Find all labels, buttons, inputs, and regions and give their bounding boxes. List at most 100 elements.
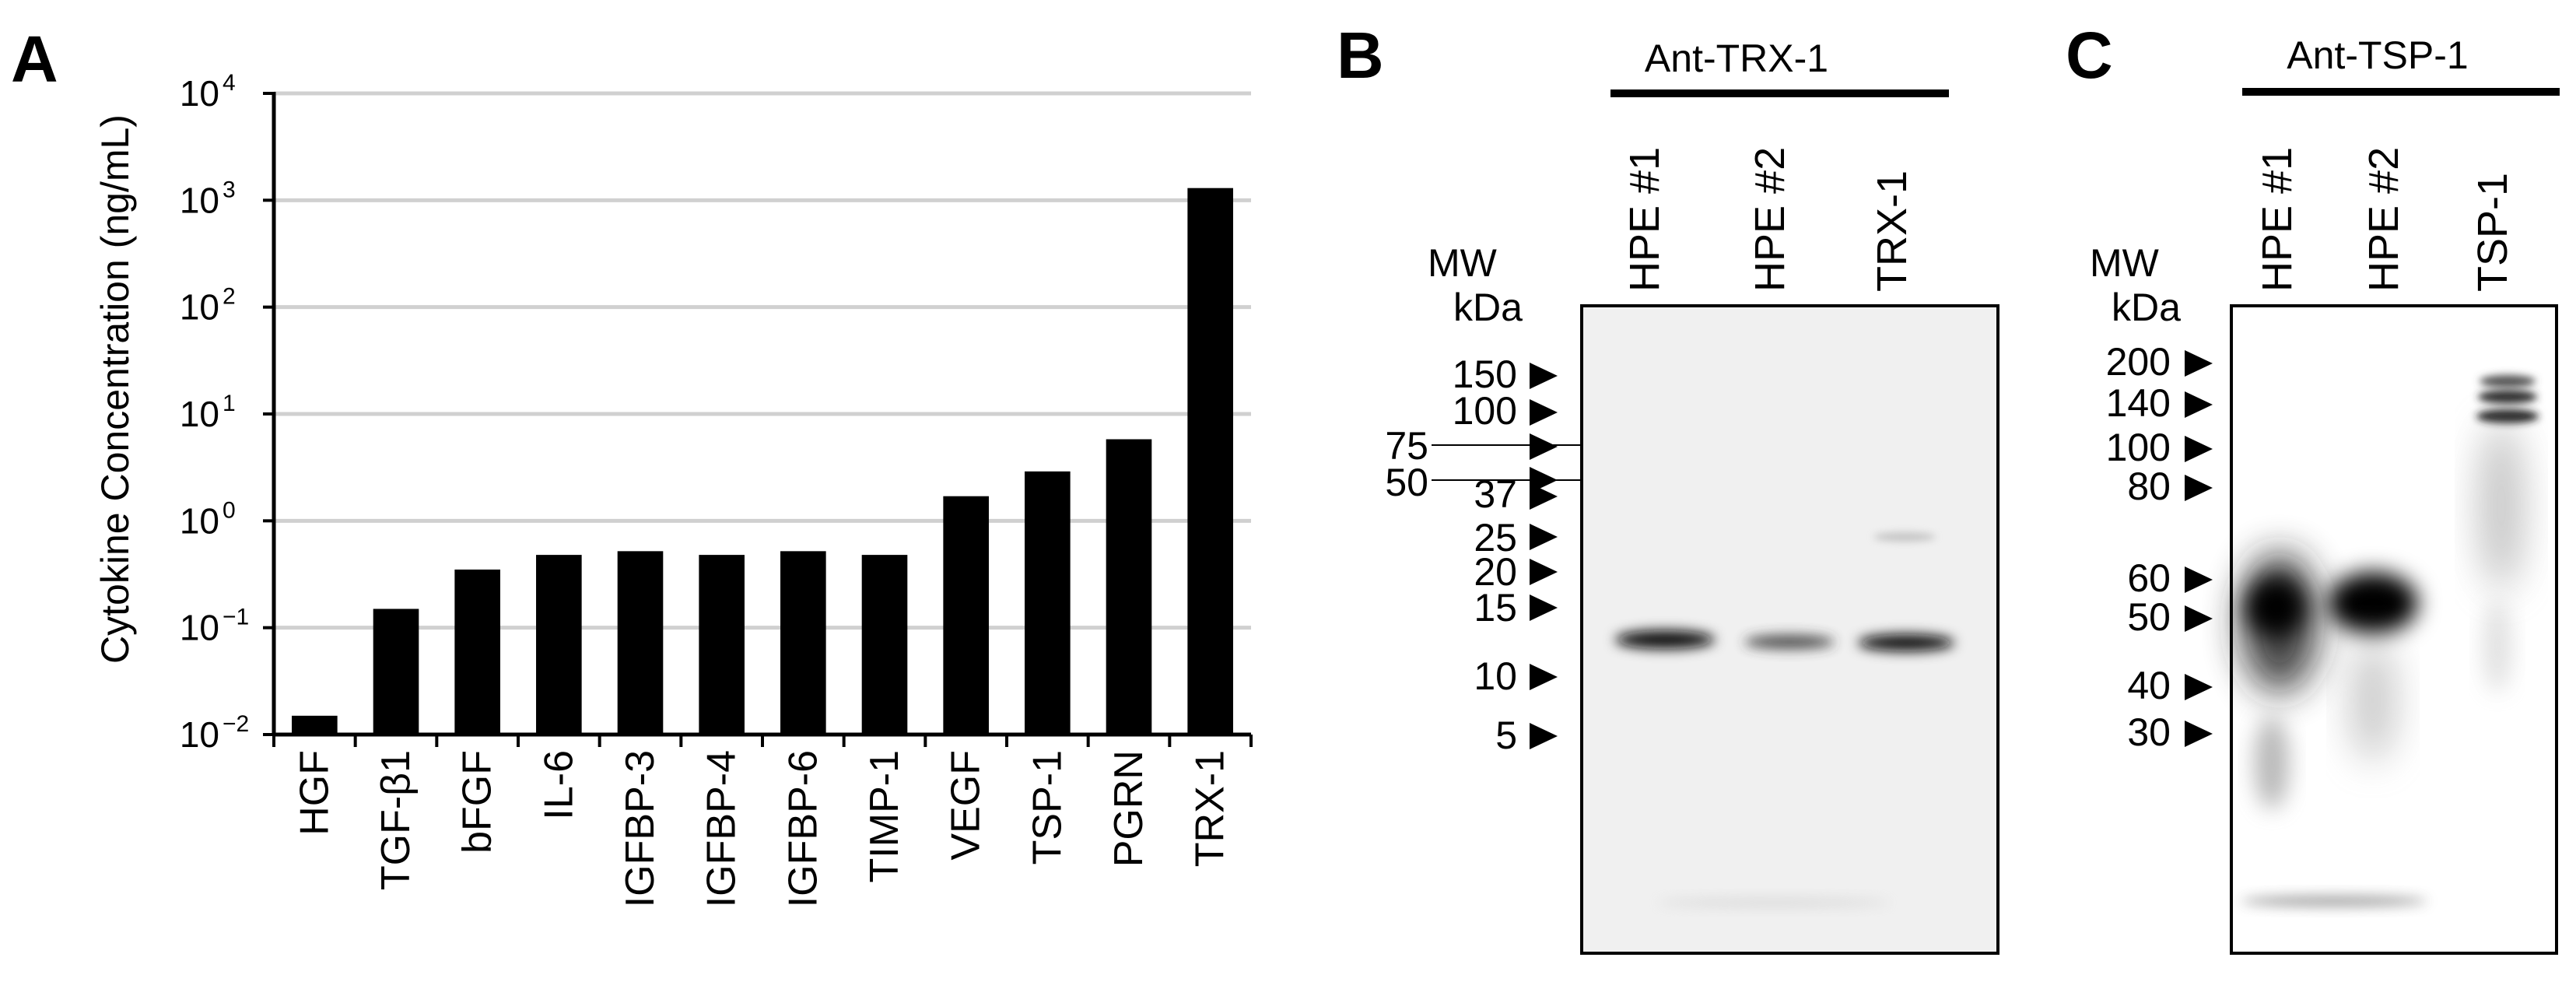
category-label: HGF [292, 750, 337, 836]
mw-markers: 150 100 75 50 37 25 20 15 10 5 [1385, 352, 1582, 757]
category-label: bFGF [455, 750, 500, 854]
band [1858, 634, 1954, 651]
category-labels: HGF TGF-β1 bFGF IL-6 IGFBP-3 IGFBP-4 IGFBP-6 TI… [292, 750, 1232, 907]
mw-marker-label: 50 [1385, 461, 1428, 504]
lane-label: HPE #2 [1747, 147, 1793, 292]
marker-arrow-icon [2185, 436, 2213, 462]
bar [861, 555, 908, 735]
y-tick-exponent: 0 [223, 497, 236, 523]
marker-arrow-icon [2185, 721, 2213, 747]
panel-c-letter: C [2066, 19, 2113, 92]
mw-marker-label: 140 [2106, 381, 2171, 425]
mw-title: MW [2090, 241, 2160, 285]
marker-arrow-icon [2185, 350, 2213, 377]
marker-arrow-icon [2185, 391, 2213, 418]
band [2478, 420, 2525, 591]
mw-marker-label: 100 [2106, 426, 2171, 469]
category-label: IGFBP-6 [780, 750, 825, 907]
mw-units: kDa [2112, 286, 2181, 329]
marker-arrow-icon [1530, 594, 1558, 621]
band [1744, 635, 1835, 649]
y-tick-exponent: 3 [223, 177, 236, 202]
bar [1106, 439, 1152, 735]
bar [617, 551, 664, 735]
marker-arrow-icon [1530, 723, 1558, 749]
panel-a-letter: A [11, 23, 58, 96]
category-label: PGRN [1106, 750, 1151, 867]
mw-marker-label: 60 [2127, 556, 2171, 600]
marker-arrow-icon [2185, 674, 2213, 700]
category-label: IGFBP-3 [618, 750, 663, 907]
lane-label: TSP-1 [2469, 173, 2516, 292]
category-label: TIMP-1 [862, 750, 907, 882]
category-label: TRX-1 [1188, 750, 1233, 867]
bar [1025, 471, 1071, 735]
antibody-title: Ant-TRX-1 [1645, 37, 1828, 80]
lane-label: HPE #1 [2254, 147, 2301, 292]
y-tick-exponent: −1 [223, 605, 249, 630]
band [2255, 716, 2289, 809]
bar [1187, 188, 1233, 735]
bar [943, 496, 989, 735]
mw-marker-label: 40 [2127, 664, 2171, 707]
y-tick-exponent: −2 [223, 711, 249, 737]
mw-marker-label: 25 [1474, 516, 1517, 559]
band [1873, 532, 1936, 542]
y-tick-label: 10 [180, 608, 219, 648]
y-tick-label: 10 [180, 714, 219, 755]
marker-arrow-icon [1530, 399, 1558, 426]
blot-bands [1615, 532, 1954, 907]
mw-marker-label: 150 [1453, 352, 1517, 396]
mw-marker-label: 15 [1474, 586, 1517, 630]
marker-arrow-icon [2185, 605, 2213, 632]
marker-arrow-icon [2185, 566, 2213, 593]
marker-arrow-icon [1530, 664, 1558, 690]
y-tick-label: 10 [180, 73, 219, 114]
bar [699, 555, 745, 735]
mw-marker-label: 37 [1474, 472, 1517, 516]
panel-a: A Cytokine Concentration (ng/mL) 10 410 31… [11, 23, 1253, 907]
y-tick-label: 10 [180, 180, 219, 220]
marker-arrow-icon [1530, 433, 1558, 460]
marker-arrow-icon [1530, 524, 1558, 550]
gridlines [274, 91, 1251, 630]
band [1615, 630, 1715, 649]
y-tick-label: 10 [180, 394, 219, 434]
lane-label: HPE #2 [2360, 147, 2407, 292]
marker-arrow-icon [1530, 363, 1558, 389]
mw-marker-label: 200 [2106, 340, 2171, 384]
band [2246, 577, 2305, 637]
bar [373, 608, 419, 735]
bar [454, 569, 500, 735]
y-tick-label: 10 [180, 287, 219, 328]
panel-b: B Ant-TRX-1 HPE #1 HPE #2 TRX-1 MW kDa 1… [1337, 19, 1999, 955]
band [2480, 375, 2536, 388]
mw-marker-label: 50 [2127, 595, 2171, 639]
bar [536, 555, 582, 735]
bars [292, 188, 1233, 735]
mw-marker-label: 30 [2127, 710, 2171, 754]
mw-marker-label: 5 [1495, 714, 1517, 757]
y-tick-exponent: 1 [223, 391, 236, 416]
band [2350, 638, 2396, 763]
category-label: IL-6 [536, 750, 581, 820]
marker-arrow-icon [1530, 559, 1558, 585]
bar [780, 551, 826, 735]
mw-marker-label: 75 [1385, 424, 1428, 468]
mw-markers: 200 140 100 80 60 50 40 30 [2106, 340, 2213, 754]
mw-units: kDa [1453, 286, 1523, 329]
band [2478, 390, 2537, 404]
y-tick-exponent: 2 [223, 284, 236, 310]
category-label: VEGF [944, 750, 989, 861]
bar [292, 715, 338, 735]
panel-b-letter: B [1337, 19, 1384, 92]
blot-membrane [1580, 304, 1999, 955]
lane-label: TRX-1 [1869, 170, 1915, 292]
marker-arrow-icon [2185, 475, 2213, 501]
y-tick-exponent: 4 [223, 70, 236, 96]
band [2483, 599, 2511, 693]
mw-marker-label: 80 [2127, 465, 2171, 508]
x-tick-marks [272, 735, 1253, 747]
